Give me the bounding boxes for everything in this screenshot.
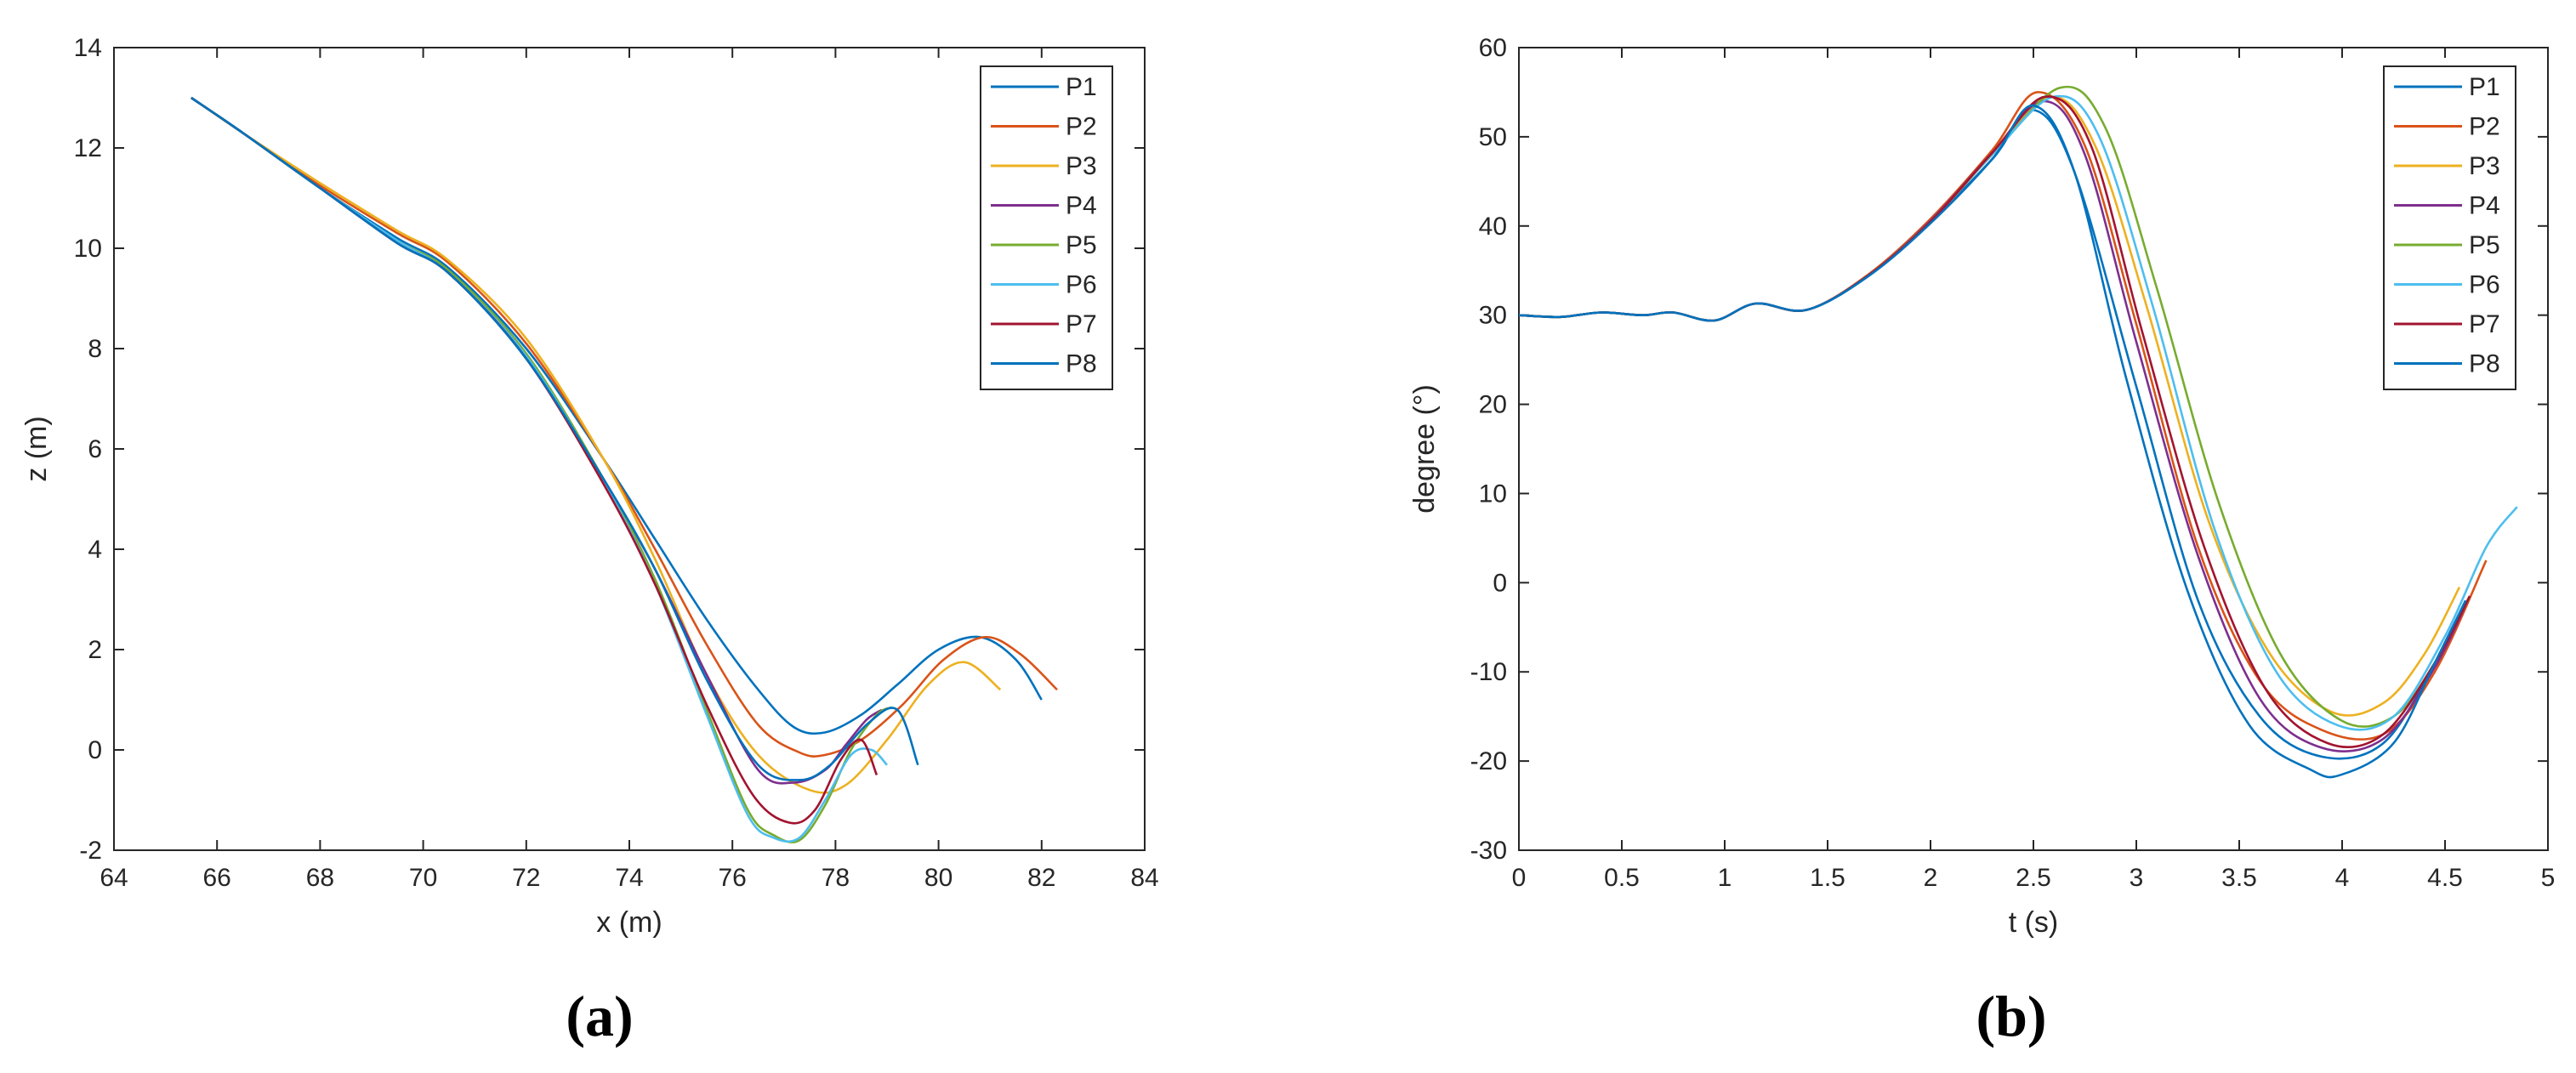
panel-caption: (a) (566, 984, 633, 1048)
legend-label: P7 (1066, 310, 1097, 338)
x-axis-label: t (s) (2009, 906, 2059, 939)
legend-label: P4 (1066, 192, 1097, 220)
x-tick-label: 2.5 (2016, 864, 2051, 892)
x-tick-label: 4.5 (2427, 864, 2463, 892)
series-line-p8 (1519, 104, 2467, 779)
y-axis-label: degree (°) (1408, 384, 1441, 514)
chart-panel-b: 0 0.5 1 1.5 2 2.5 3 3.5 4 4.5 5 -30 -20 -10 0 10 20 30 40 5… (1408, 34, 2555, 1048)
legend-label: P7 (2469, 310, 2500, 338)
x-tick-label: 68 (306, 864, 334, 892)
x-tick-label: 72 (512, 864, 540, 892)
y-tick-label: 8 (88, 335, 102, 363)
x-tick-label: 82 (1027, 864, 1055, 892)
legend-label: P1 (2469, 73, 2500, 101)
legend-label: P2 (1066, 113, 1097, 141)
y-tick-label: 50 (1479, 123, 1507, 151)
series-group (190, 96, 1058, 843)
series-line-p2 (190, 96, 1058, 758)
x-tick-label: 76 (719, 864, 747, 892)
y-tick-label: 14 (74, 34, 102, 62)
legend-label: P3 (2469, 152, 2500, 180)
legend-label: P6 (2469, 271, 2500, 299)
y-tick-label: 20 (1479, 391, 1507, 419)
x-tick-label: 5 (2541, 864, 2556, 892)
x-tick-label: 3.5 (2221, 864, 2257, 892)
plot-area (113, 47, 1146, 851)
x-axis-label: x (m) (596, 906, 662, 939)
y-tick-label: 12 (74, 134, 102, 162)
x-tick-label: 78 (822, 864, 850, 892)
y-tick-label: 10 (1479, 480, 1507, 508)
y-tick-label: 0 (1493, 569, 1507, 597)
y-tick-label: 6 (88, 435, 102, 463)
plot-area (1518, 47, 2549, 851)
x-tick-label: 3 (2130, 864, 2144, 892)
x-tick-label: 1.5 (1810, 864, 1845, 892)
y-tick-label: 2 (88, 636, 102, 664)
legend-label: P8 (1066, 350, 1097, 378)
legend-label: P2 (2469, 113, 2500, 141)
legend-label: P5 (2469, 231, 2500, 259)
x-tick-label: 64 (100, 864, 128, 892)
y-tick-label: 40 (1479, 213, 1507, 241)
y-tick-label: 60 (1479, 34, 1507, 62)
y-tick-label: -10 (1470, 658, 1507, 686)
legend-label: P4 (2469, 192, 2500, 220)
y-tick-label: 10 (74, 235, 102, 263)
series-line-p8 (190, 96, 919, 781)
legend-label: P3 (1066, 152, 1097, 180)
x-tick-label: 0.5 (1604, 864, 1640, 892)
y-tick-label: -20 (1470, 747, 1507, 775)
x-tick-label: 0 (1512, 864, 1527, 892)
y-tick-label: -2 (79, 837, 102, 865)
y-tick-label: 4 (88, 536, 102, 564)
legend-label: P5 (1066, 231, 1097, 259)
y-axis-label: z (m) (20, 416, 53, 481)
legend-box (980, 65, 1113, 390)
legend-label: P6 (1066, 271, 1097, 299)
legend-label: P8 (2469, 350, 2500, 378)
panel-caption: (b) (1976, 984, 2046, 1048)
x-tick-label: 4 (2335, 864, 2350, 892)
x-tick-label: 66 (203, 864, 231, 892)
y-tick-label: -30 (1470, 837, 1507, 865)
x-tick-label: 84 (1130, 864, 1158, 892)
series-line-p1 (190, 96, 1043, 735)
y-tick-label: 30 (1479, 302, 1507, 330)
series-line-p3 (190, 96, 1002, 794)
legend-box (2383, 65, 2516, 390)
legend-label: P1 (1066, 73, 1097, 101)
x-tick-label: 1 (1718, 864, 1732, 892)
x-tick-label: 2 (1924, 864, 1938, 892)
y-tick-label: 0 (88, 736, 102, 764)
x-tick-label: 80 (924, 864, 952, 892)
x-tick-label: 74 (615, 864, 643, 892)
x-tick-label: 70 (409, 864, 437, 892)
series-group (1519, 85, 2518, 779)
